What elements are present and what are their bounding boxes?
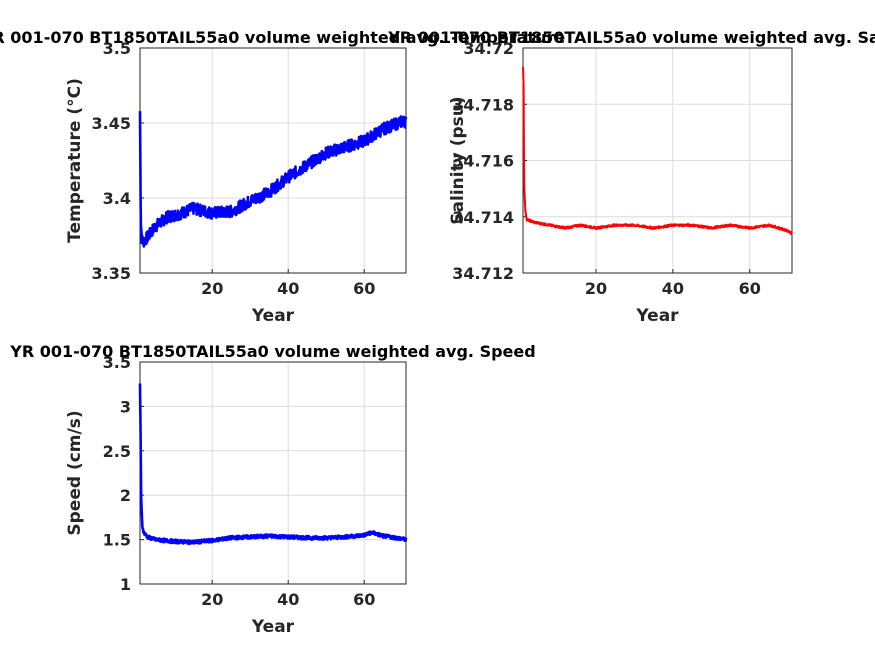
temperature-chart-title: YR 001-070 BT1850TAIL55a0 volume weighte… (0, 28, 565, 47)
y-tick-label: 2.5 (103, 442, 131, 461)
speed-series-line (138, 383, 408, 546)
y-tick-label: 3.5 (103, 353, 131, 372)
temperature-plot-area (139, 47, 407, 274)
y-tick-label: 34.712 (452, 264, 514, 283)
temperature-y-axis-label: Temperature (°C) (65, 78, 85, 243)
x-tick-label: 20 (201, 590, 223, 609)
salinity-x-axis-label: Year (635, 306, 679, 326)
y-tick-label: 1 (120, 575, 131, 594)
speed-x-axis-label: Year (251, 617, 295, 637)
y-tick-label: 34.72 (463, 39, 514, 58)
y-tick-label: 1.5 (103, 531, 131, 550)
y-tick-label: 34.718 (452, 95, 514, 114)
x-tick-label: 20 (585, 279, 607, 298)
salinity-series-line (522, 66, 793, 236)
x-tick-label: 60 (353, 279, 375, 298)
y-tick-label: 34.714 (452, 208, 514, 227)
y-tick-label: 3.35 (92, 264, 131, 283)
x-tick-label: 40 (277, 279, 299, 298)
speed-plot-area (139, 361, 407, 585)
salinity-axes-box (522, 47, 793, 274)
speed-y-axis-label: Speed (cm/s) (65, 410, 85, 535)
y-tick-label: 3.45 (92, 114, 131, 133)
x-tick-label: 40 (277, 590, 299, 609)
x-tick-label: 40 (662, 279, 684, 298)
speed-panel: 20 40 60 1 1.5 2 2.5 3 3.5 Year Speed (cm/s) YR 001… (9, 342, 535, 637)
temperature-series-line (138, 111, 408, 248)
y-tick-label: 3.4 (103, 189, 131, 208)
salinity-chart-title: YR 001-070 BT1850TAIL55a0 volume weighte… (387, 28, 875, 47)
x-tick-label: 20 (201, 279, 223, 298)
x-tick-label: 60 (739, 279, 761, 298)
y-tick-label: 3 (120, 397, 131, 416)
salinity-panel: 20 40 60 34.712 34.714 34.716 34.718 34.72 Year S… (387, 28, 875, 326)
salinity-y-axis-label: Salinity (psu) (448, 96, 468, 224)
x-tick-label: 60 (353, 590, 375, 609)
temperature-panel: 20 40 60 3.35 3.4 3.45 3.5 Year Temperature (°C)… (0, 28, 565, 326)
y-tick-label: 34.716 (452, 152, 514, 171)
speed-chart-title: YR 001-070 BT1850TAIL55a0 volume weighte… (9, 342, 535, 361)
temperature-x-axis-label: Year (251, 306, 295, 326)
y-tick-label: 3.5 (103, 39, 131, 58)
y-tick-label: 2 (120, 486, 131, 505)
